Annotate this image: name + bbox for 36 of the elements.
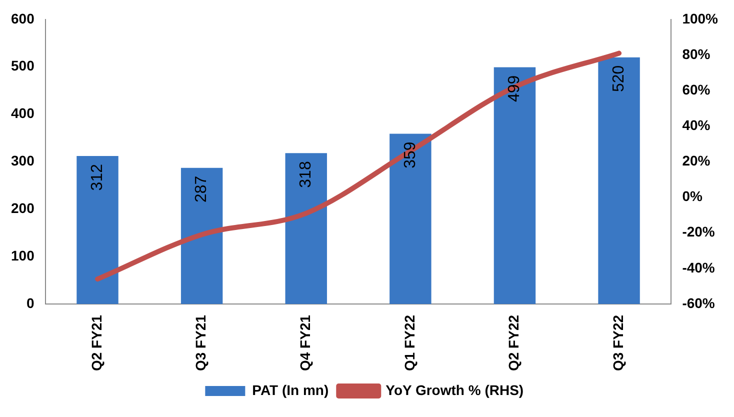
data-label: 359	[402, 142, 419, 168]
y2-tick-label: 0%	[682, 188, 703, 204]
legend-label: PAT (In mn)	[252, 382, 329, 398]
y-tick-label: 100	[11, 247, 35, 264]
y2-tick-label: -60%	[682, 294, 716, 311]
y2-tick-label: -20%	[682, 224, 716, 240]
x-tick-label: Q1 FY22	[401, 314, 418, 372]
x-tick-label: Q2 FY21	[88, 314, 104, 372]
bar	[180, 168, 223, 304]
y-tick-label: 200	[11, 200, 35, 216]
x-tick-label: Q4 FY21	[296, 314, 313, 372]
data-label: 287	[193, 176, 210, 203]
data-label: 318	[298, 161, 315, 188]
y2-tick-label: 80%	[682, 46, 711, 62]
bar	[494, 67, 536, 304]
y2-tick-label: 40%	[682, 116, 711, 133]
y-tick-label: 300	[11, 152, 35, 169]
y2-tick-label: 100%	[682, 10, 719, 26]
legend-label: YoY Growth % (RHS)	[386, 382, 524, 398]
bar	[390, 134, 432, 304]
bar	[76, 156, 118, 304]
data-label: 312	[88, 164, 106, 191]
y-tick-label: 500	[11, 58, 35, 74]
y2-tick-label: -40%	[682, 259, 716, 276]
data-label: 499	[506, 75, 524, 102]
bar	[598, 57, 640, 304]
x-tick-label: Q3 FY22	[610, 314, 626, 372]
y2-tick-label: 20%	[682, 152, 711, 169]
y2-tick-label: 60%	[682, 81, 711, 98]
y-tick-label: 400	[11, 105, 35, 122]
x-tick-label: Q3 FY21	[192, 314, 209, 372]
data-label: 520	[610, 65, 628, 92]
y-tick-label: 0	[26, 294, 35, 311]
bar	[285, 153, 327, 304]
x-tick-label: Q2 FY22	[506, 314, 522, 372]
y-tick-label: 600	[11, 10, 35, 26]
